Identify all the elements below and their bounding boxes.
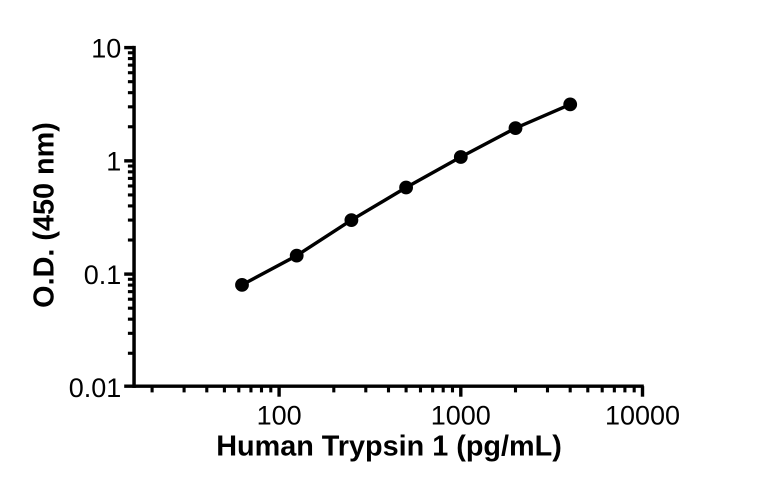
svg-text:1: 1 [106, 147, 121, 177]
svg-text:0.1: 0.1 [84, 260, 122, 290]
svg-text:0.01: 0.01 [69, 373, 122, 403]
svg-text:100: 100 [257, 400, 302, 430]
svg-text:O.D. (450 nm): O.D. (450 nm) [29, 122, 61, 308]
svg-text:Human Trypsin 1 (pg/mL): Human Trypsin 1 (pg/mL) [216, 431, 562, 463]
svg-text:10000: 10000 [605, 400, 680, 430]
svg-text:10: 10 [91, 33, 121, 63]
svg-text:1000: 1000 [431, 400, 491, 430]
